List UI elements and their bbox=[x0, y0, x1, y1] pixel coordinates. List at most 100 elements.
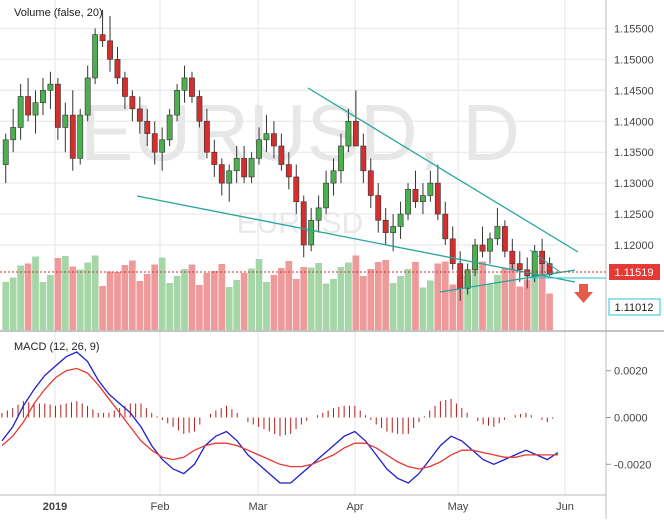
candle-body bbox=[69, 114, 76, 159]
candle-body bbox=[136, 108, 143, 122]
signal-line bbox=[1, 367, 558, 470]
volume-bar bbox=[143, 274, 151, 330]
candle-body bbox=[390, 226, 397, 233]
candle-body bbox=[144, 120, 151, 134]
candle-body bbox=[479, 244, 486, 252]
candle-body bbox=[107, 40, 113, 60]
candle-body bbox=[241, 158, 248, 178]
candle-body bbox=[203, 120, 210, 153]
candle-body bbox=[248, 158, 255, 178]
volume-bar bbox=[546, 293, 553, 330]
time-tick-label: Jun bbox=[556, 501, 574, 513]
candle-body bbox=[464, 269, 471, 289]
candle-body bbox=[77, 114, 84, 159]
volume-bar bbox=[47, 275, 54, 330]
watermark-symbol: EURUSD, D bbox=[80, 88, 520, 177]
volume-bar bbox=[397, 276, 404, 330]
candle-body bbox=[487, 238, 493, 252]
lower-trendline bbox=[136, 195, 576, 283]
price-tick-label: 1.15000 bbox=[614, 54, 654, 66]
time-tick-label: Apr bbox=[346, 501, 363, 513]
volume-bar bbox=[523, 279, 531, 330]
volume-bar bbox=[486, 284, 494, 330]
volume-bar bbox=[196, 285, 203, 330]
volume-bar bbox=[233, 280, 241, 330]
volume-bar bbox=[32, 256, 39, 330]
candle-body bbox=[300, 201, 307, 246]
volume-bar bbox=[255, 259, 263, 330]
candle-body bbox=[375, 195, 382, 221]
candle-body bbox=[226, 170, 233, 184]
candle-body bbox=[129, 96, 136, 110]
candle-body bbox=[84, 77, 91, 116]
volume-bar bbox=[225, 287, 233, 330]
volume-bar bbox=[508, 263, 516, 330]
candle-body bbox=[323, 182, 329, 209]
volume-indicator-label[interactable]: Volume (false, 20) bbox=[14, 7, 103, 19]
candle-body bbox=[54, 83, 61, 128]
volume-bar bbox=[367, 269, 375, 330]
candle-body bbox=[472, 244, 478, 271]
volume-bar bbox=[210, 271, 218, 330]
volume-bar bbox=[203, 273, 211, 330]
price-tick-label: 1.14500 bbox=[614, 85, 654, 97]
current-price-tag: 1.11519 bbox=[609, 264, 660, 280]
candle-body bbox=[114, 59, 121, 79]
candle-body bbox=[420, 195, 426, 203]
macd-axis: 0.0020 0.0000 -0.0020 bbox=[606, 366, 651, 471]
candle-body bbox=[494, 226, 501, 240]
volume-bar bbox=[114, 272, 121, 330]
volume-bar bbox=[464, 275, 471, 330]
volume-bar bbox=[412, 262, 419, 330]
candle-body bbox=[315, 207, 322, 221]
volume-bar bbox=[17, 265, 24, 330]
candle-body bbox=[449, 238, 456, 264]
candle-body bbox=[166, 114, 173, 141]
volume-bar bbox=[2, 282, 10, 330]
candle-body bbox=[10, 127, 17, 141]
volume-bar bbox=[9, 277, 17, 330]
volume-bar bbox=[456, 275, 464, 330]
current-price-label: 1.11519 bbox=[615, 267, 654, 279]
candle-body bbox=[360, 145, 367, 172]
volume-bar bbox=[330, 279, 337, 330]
volume-bar bbox=[315, 263, 322, 330]
price-tick-label: 1.12000 bbox=[614, 240, 654, 252]
candle-body bbox=[174, 90, 180, 116]
candle-body bbox=[40, 90, 46, 103]
volume-bar bbox=[121, 265, 129, 330]
price-axis: 1.15500 1.15000 1.14500 1.14000 1.13500 1.130… bbox=[614, 23, 654, 252]
macd-tick-label: 0.0000 bbox=[614, 413, 648, 425]
volume-bar bbox=[345, 262, 352, 330]
candle-body bbox=[338, 145, 344, 172]
volume-bar bbox=[441, 261, 449, 330]
candle-body bbox=[92, 34, 99, 79]
time-tick-label: Feb bbox=[151, 501, 170, 513]
upper-trendline bbox=[307, 87, 579, 253]
volume-bar bbox=[84, 262, 92, 330]
macd-indicator-label[interactable]: MACD (12, 26, 9) bbox=[14, 341, 100, 353]
support-trendline bbox=[439, 269, 576, 293]
level-price-label: 1.11012 bbox=[615, 302, 654, 314]
candle-body bbox=[189, 77, 195, 97]
down-arrow-icon bbox=[574, 284, 593, 303]
volume-bar bbox=[322, 283, 330, 330]
trendlines bbox=[136, 87, 579, 293]
price-tick-label: 1.13500 bbox=[614, 147, 654, 159]
candle-body bbox=[509, 250, 516, 264]
candle-body bbox=[352, 120, 359, 147]
volume-bar bbox=[300, 267, 308, 330]
volume-bar bbox=[240, 273, 248, 330]
volume-bar bbox=[494, 275, 501, 330]
candle-body bbox=[159, 139, 166, 153]
candle-body bbox=[308, 219, 315, 246]
volume-bar bbox=[91, 255, 99, 330]
volume-bar bbox=[352, 255, 360, 330]
time-tick-label: May bbox=[448, 501, 469, 513]
candle-body bbox=[516, 263, 523, 271]
candle-body bbox=[412, 189, 419, 203]
candle-body bbox=[285, 164, 292, 178]
